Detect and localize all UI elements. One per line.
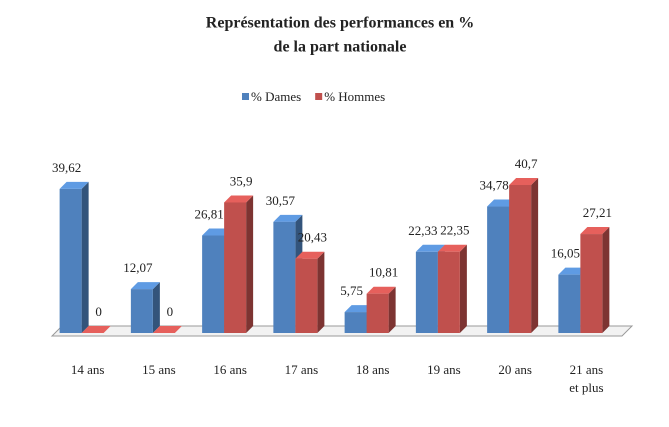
- bar-top: [295, 251, 325, 259]
- bar-front: [366, 293, 389, 333]
- data-label: 10,81: [369, 265, 398, 280]
- bar-front: [202, 235, 225, 333]
- bar-side: [152, 282, 160, 333]
- bar-top: [202, 228, 232, 236]
- bar-top: [344, 305, 374, 313]
- legend-label: % Dames: [251, 89, 301, 104]
- bar: [366, 286, 396, 333]
- bar-top: [81, 326, 111, 333]
- x-tick-label: 16 ans: [213, 362, 247, 377]
- bar-front: [295, 258, 318, 333]
- bar-side: [81, 181, 89, 333]
- bar-side: [388, 286, 396, 333]
- data-label: 35,9: [230, 173, 253, 188]
- bar: [224, 195, 254, 333]
- bar: [580, 227, 610, 333]
- bar-top: [487, 199, 517, 207]
- bar-top: [130, 282, 160, 290]
- bar-top: [580, 227, 610, 235]
- bar-front: [59, 188, 82, 333]
- bar: [130, 282, 160, 333]
- chart-title: de la part nationale: [274, 39, 407, 56]
- x-tick-label: 18 ans: [356, 362, 390, 377]
- x-tick-label: 15 ans: [142, 362, 176, 377]
- x-tick-label: 19 ans: [427, 362, 461, 377]
- bar-front: [130, 289, 153, 333]
- bar-side: [459, 244, 467, 333]
- bar-front: [224, 202, 247, 333]
- data-label: 20,43: [298, 230, 327, 245]
- bar-front: [344, 312, 367, 333]
- bar: [59, 181, 89, 333]
- x-tick-label: 14 ans: [71, 362, 105, 377]
- x-tick-label: 17 ans: [285, 362, 319, 377]
- bar-top: [366, 286, 396, 294]
- data-label: 22,33: [408, 223, 437, 238]
- bar-top: [59, 181, 89, 189]
- data-label: 22,35: [440, 223, 469, 238]
- chart-title: Représentation des performances en %: [206, 15, 474, 32]
- legend-swatch: [315, 93, 323, 100]
- legend-label: % Hommes: [324, 89, 385, 104]
- floor: [50, 325, 634, 337]
- bar-top: [558, 267, 588, 275]
- data-label: 0: [95, 304, 102, 319]
- bar: [437, 244, 467, 333]
- bar-top: [437, 244, 467, 252]
- bar: [295, 251, 325, 333]
- bar-side: [531, 178, 539, 333]
- x-tick-label: 20 ans: [498, 362, 532, 377]
- bar-top: [415, 244, 445, 252]
- data-label: 39,62: [52, 160, 81, 175]
- data-label: 16,05: [551, 246, 580, 261]
- bar-side: [602, 227, 610, 333]
- bar-front: [273, 221, 296, 333]
- data-label: 0: [167, 304, 174, 319]
- data-label: 5,75: [340, 283, 363, 298]
- data-label: 12,07: [123, 260, 153, 275]
- data-label: 30,57: [266, 193, 296, 208]
- bar-front: [558, 274, 581, 333]
- bar-top: [152, 326, 182, 333]
- bar-front: [437, 251, 460, 333]
- bar-top: [224, 195, 254, 203]
- bar-front: [509, 185, 532, 333]
- legend-swatch: [242, 93, 249, 100]
- bar-top: [273, 214, 303, 222]
- data-label: 27,21: [583, 205, 612, 220]
- bar-front: [487, 206, 510, 333]
- data-label: 34,78: [480, 178, 509, 193]
- data-label: 26,81: [195, 206, 224, 221]
- bar-top: [509, 178, 539, 185]
- bar-front: [580, 234, 603, 333]
- bar: [81, 326, 111, 333]
- data-label: 40,7: [515, 156, 538, 171]
- bar-front: [415, 251, 438, 333]
- bar: [152, 326, 182, 333]
- bar-side: [246, 195, 254, 333]
- bar: [509, 178, 539, 333]
- bar-side: [317, 251, 325, 333]
- x-tick-label: 21 ans et plus: [569, 362, 603, 395]
